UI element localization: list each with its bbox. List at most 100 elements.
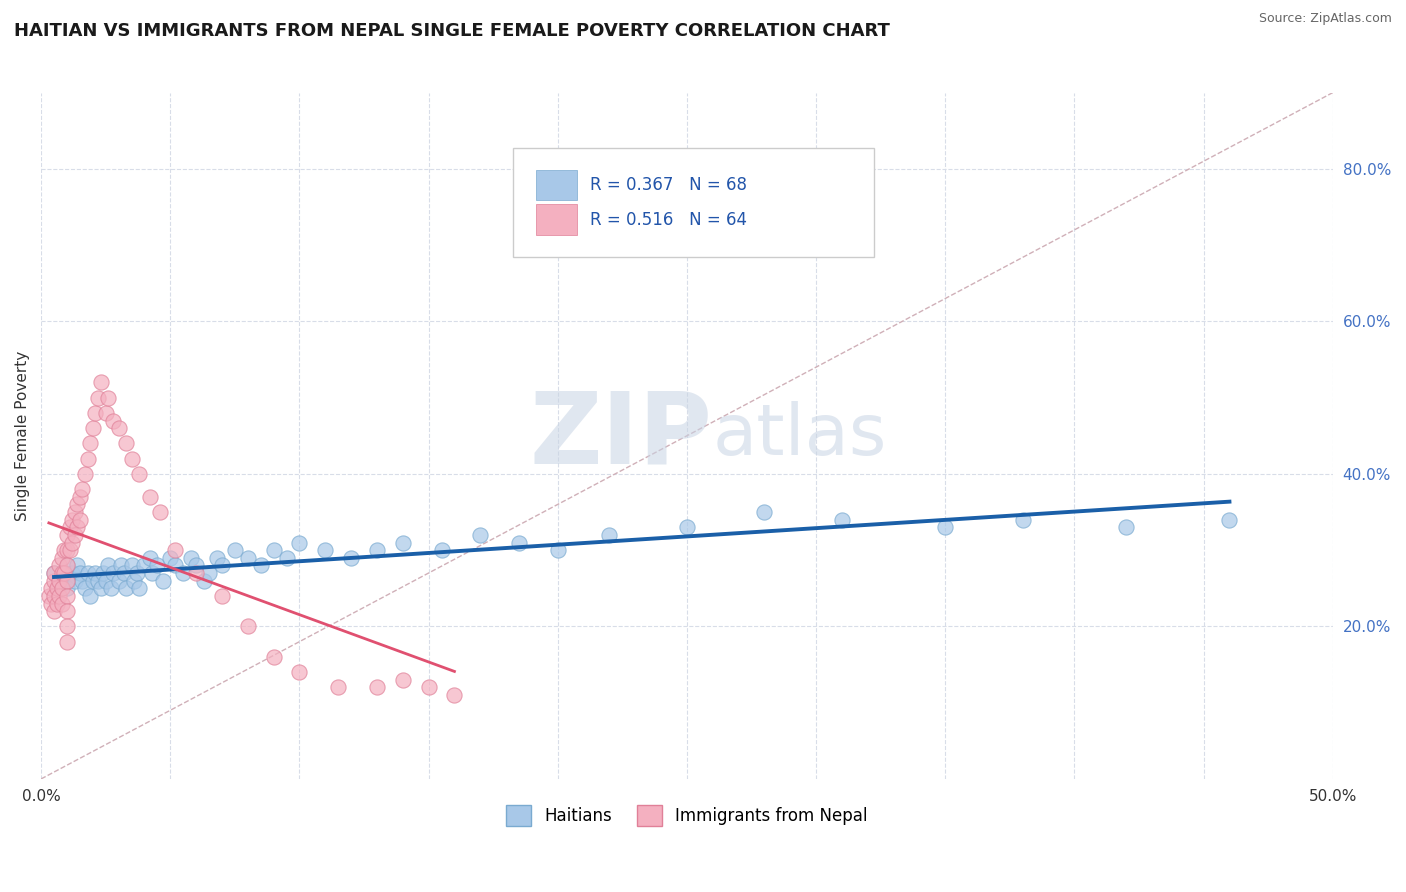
Point [288,535,311,549]
Point [115,436,138,450]
Point [138,490,160,504]
Point [42,589,65,603]
Point [72,482,94,496]
Point [211,589,233,603]
Point [134,558,156,573]
Point [122,574,145,588]
Point [60,566,83,580]
Point [51,597,73,611]
FancyBboxPatch shape [536,170,576,201]
Point [91,566,114,580]
Point [42,566,65,580]
Point [418,681,440,695]
Text: R = 0.367   N = 68: R = 0.367 N = 68 [591,177,747,194]
Point [60,513,83,527]
Point [366,681,388,695]
Point [103,566,125,580]
Point [38,589,60,603]
Point [56,574,79,588]
Point [42,604,65,618]
Point [180,550,202,565]
Point [152,574,174,588]
Point [676,520,699,534]
Point [48,558,70,573]
Text: R = 0.516   N = 64: R = 0.516 N = 64 [591,211,747,228]
Point [224,543,246,558]
Point [121,451,143,466]
Point [263,649,285,664]
Point [831,513,853,527]
Point [51,566,73,580]
FancyBboxPatch shape [513,147,875,257]
Point [508,535,530,549]
Point [56,619,79,633]
Point [56,634,79,648]
Point [547,543,569,558]
Point [53,566,76,580]
Point [205,550,228,565]
Point [121,558,143,573]
Point [79,436,101,450]
Point [391,673,413,687]
Point [391,535,413,549]
Point [159,550,181,565]
Point [56,581,79,595]
Point [82,421,104,435]
Point [340,550,363,565]
Point [97,391,120,405]
Point [72,574,94,588]
Point [1218,513,1240,527]
Point [103,413,125,427]
Point [69,490,91,504]
Point [1115,520,1137,534]
Point [56,574,79,588]
Point [198,566,221,580]
Point [598,528,620,542]
Legend: Haitians, Immigrants from Nepal: Haitians, Immigrants from Nepal [499,798,875,832]
Point [141,566,163,580]
Point [56,543,79,558]
Point [53,566,76,580]
Point [193,574,215,588]
Point [48,574,70,588]
Point [56,558,79,573]
Point [84,566,107,580]
Point [115,581,138,595]
Point [45,597,67,611]
Point [146,558,169,573]
Point [63,574,86,588]
Point [56,589,79,603]
FancyBboxPatch shape [536,204,576,235]
Point [76,566,98,580]
Point [94,406,117,420]
Point [66,558,89,573]
Point [263,543,285,558]
Point [366,543,388,558]
Point [165,558,187,573]
Point [41,581,63,595]
Point [112,566,135,580]
Point [66,497,89,511]
Point [249,558,271,573]
Point [443,688,465,702]
Point [94,574,117,588]
Point [45,581,67,595]
Point [84,406,107,420]
Text: HAITIAN VS IMMIGRANTS FROM NEPAL SINGLE FEMALE POVERTY CORRELATION CHART: HAITIAN VS IMMIGRANTS FROM NEPAL SINGLE … [14,22,890,40]
Point [87,574,110,588]
Text: Source: ZipAtlas.com: Source: ZipAtlas.com [1258,12,1392,25]
Point [328,681,350,695]
Point [58,543,80,558]
Point [470,528,492,542]
Point [236,550,259,565]
Point [754,505,776,519]
Y-axis label: Single Female Poverty: Single Female Poverty [15,351,30,521]
Point [288,665,311,680]
Point [172,566,194,580]
Point [430,543,453,558]
Point [48,581,70,595]
Point [165,543,187,558]
Point [63,528,86,542]
Point [42,574,65,588]
Point [69,513,91,527]
